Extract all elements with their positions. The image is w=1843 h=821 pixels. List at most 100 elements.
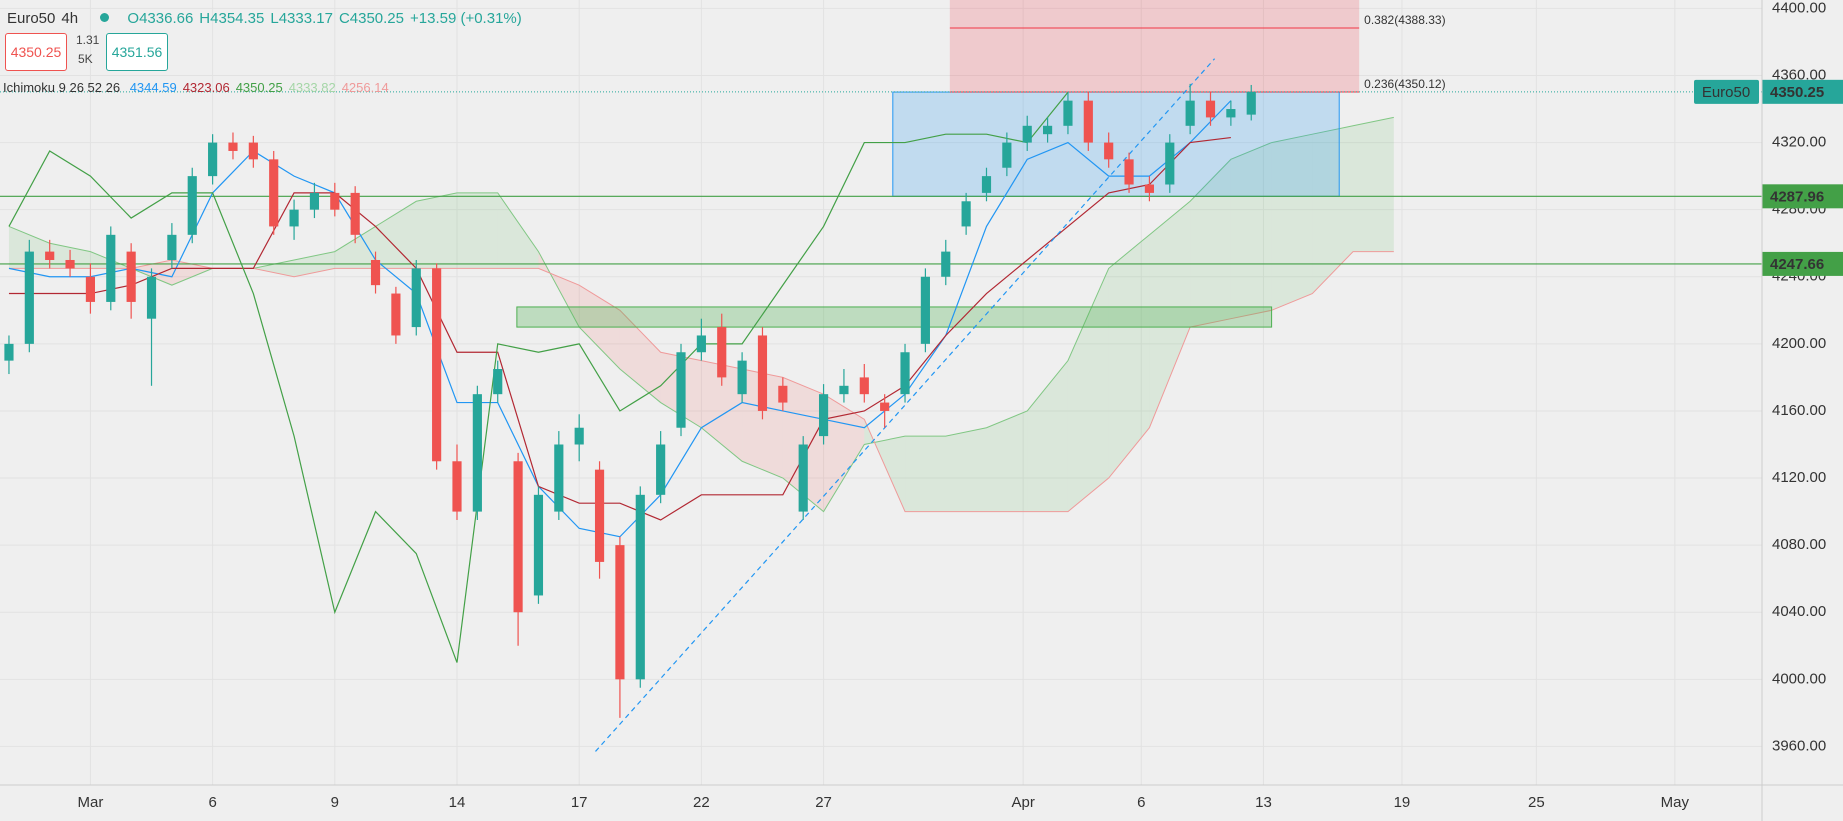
x-tick-label: 17 bbox=[571, 794, 588, 811]
candle-body bbox=[187, 176, 197, 235]
candle-body bbox=[900, 352, 910, 395]
indicator-name[interactable]: Ichimoku 9 26 52 26 bbox=[3, 80, 121, 95]
candle-body bbox=[4, 343, 14, 361]
candle-body bbox=[1226, 109, 1236, 118]
candle-body bbox=[818, 394, 829, 437]
symbol[interactable]: Euro50 bbox=[7, 10, 56, 27]
indicator-row: Ichimoku 9 26 52 26 4344.59 4323.06 4350.2… bbox=[3, 80, 395, 95]
candle-body bbox=[391, 293, 401, 336]
indicator-value: 4333.82 bbox=[288, 80, 336, 95]
price-tag bbox=[1762, 251, 1843, 276]
zone-box bbox=[516, 306, 1273, 328]
y-tick-label: 4360.00 bbox=[1772, 66, 1826, 83]
candle-body bbox=[350, 192, 360, 235]
interval[interactable]: 4h bbox=[61, 10, 79, 27]
cloud-fill bbox=[1067, 268, 1109, 512]
ohlc-value: C4350.25 bbox=[338, 10, 404, 27]
candle-body bbox=[24, 251, 34, 344]
candle-body bbox=[757, 335, 768, 411]
x-tick-label: 13 bbox=[1255, 794, 1272, 811]
candle-body bbox=[228, 142, 238, 151]
indicator-line bbox=[8, 136, 1231, 521]
price-tag-label: 4350.25 bbox=[1770, 84, 1824, 101]
x-tick-label: 22 bbox=[693, 794, 710, 811]
candle-body bbox=[167, 234, 177, 260]
candle-body bbox=[289, 209, 299, 227]
cloud-fill bbox=[1027, 360, 1068, 512]
candle-body bbox=[1124, 159, 1134, 185]
candle-body bbox=[269, 159, 279, 227]
buy-button[interactable]: 4351.56 bbox=[106, 33, 168, 71]
y-tick-label: 4160.00 bbox=[1772, 402, 1826, 419]
y-tick-label: 3960.00 bbox=[1772, 737, 1826, 754]
candle-body bbox=[737, 360, 747, 395]
x-tick-label: Mar bbox=[77, 794, 103, 811]
ohlc-value: +13.59 (+0.31%) bbox=[410, 10, 522, 27]
price-tag-label: 4287.96 bbox=[1770, 188, 1824, 205]
sell-button[interactable]: 4350.25 bbox=[5, 33, 67, 71]
ohlc-value: L4333.17 bbox=[270, 10, 333, 27]
price-tag bbox=[1762, 79, 1843, 104]
candle-body bbox=[208, 142, 218, 177]
cloud-fill bbox=[1149, 201, 1191, 428]
cloud-fill bbox=[619, 310, 661, 403]
y-tick-label: 4080.00 bbox=[1772, 536, 1826, 553]
candle-body bbox=[859, 377, 869, 395]
indicator-value: 4323.06 bbox=[182, 80, 230, 95]
cloud-fill bbox=[986, 410, 1028, 512]
candle-body bbox=[330, 192, 340, 210]
candle-body bbox=[717, 327, 727, 378]
cloud-fill bbox=[1190, 159, 1231, 328]
candle-body bbox=[248, 142, 258, 160]
size[interactable]: 5K bbox=[78, 52, 93, 66]
ohlc-value: H4354.35 bbox=[199, 10, 265, 27]
candle-body bbox=[533, 494, 544, 596]
x-tick-label: Apr bbox=[1011, 794, 1034, 811]
candle-body bbox=[839, 385, 849, 395]
cloud-fill bbox=[334, 226, 376, 269]
ohlc-value: O4336.66 bbox=[127, 10, 194, 27]
cloud-fill bbox=[1312, 125, 1354, 294]
cloud-fill bbox=[1108, 234, 1150, 479]
candle-body bbox=[798, 444, 808, 512]
symbol-tag-label: Euro50 bbox=[1702, 84, 1750, 101]
candle-body bbox=[1063, 100, 1073, 126]
candle-body bbox=[493, 369, 503, 395]
candle-body bbox=[106, 234, 116, 302]
candle-body bbox=[554, 444, 564, 512]
candle-body bbox=[880, 402, 890, 411]
x-tick-label: May bbox=[1661, 794, 1690, 811]
x-tick-label: 27 bbox=[815, 794, 832, 811]
candle-body bbox=[981, 176, 992, 193]
x-tick-label: 9 bbox=[331, 794, 339, 811]
candle-body bbox=[615, 545, 625, 680]
candle-body bbox=[1185, 100, 1195, 126]
cloud-fill bbox=[456, 192, 498, 269]
cloud-fill bbox=[497, 192, 539, 269]
y-tick-label: 4000.00 bbox=[1772, 670, 1826, 687]
cloud-fill bbox=[823, 394, 865, 512]
candle-body bbox=[1043, 125, 1053, 135]
candle-body bbox=[1144, 184, 1154, 193]
candle-body bbox=[1083, 100, 1093, 143]
candle-body bbox=[513, 461, 523, 613]
candle-body bbox=[778, 385, 788, 403]
candle-body bbox=[45, 251, 55, 260]
y-tick-label: 4400.00 bbox=[1772, 0, 1826, 16]
x-tick-label: 25 bbox=[1528, 794, 1545, 811]
candle-body bbox=[370, 259, 381, 286]
cloud-fill bbox=[905, 436, 946, 512]
trendline bbox=[595, 58, 1216, 752]
spread: 1.31 bbox=[76, 33, 100, 47]
zone-box bbox=[949, 0, 1360, 93]
indicator-value: 4350.25 bbox=[235, 80, 283, 95]
candle-body bbox=[941, 251, 951, 277]
symbol-tag bbox=[1694, 79, 1759, 104]
candle-body bbox=[1205, 100, 1216, 118]
cloud-fill bbox=[375, 201, 417, 269]
candle-body bbox=[1022, 125, 1032, 143]
x-tick-label: 19 bbox=[1394, 794, 1411, 811]
candle-body bbox=[452, 461, 462, 512]
cloud-fill bbox=[1353, 117, 1394, 252]
